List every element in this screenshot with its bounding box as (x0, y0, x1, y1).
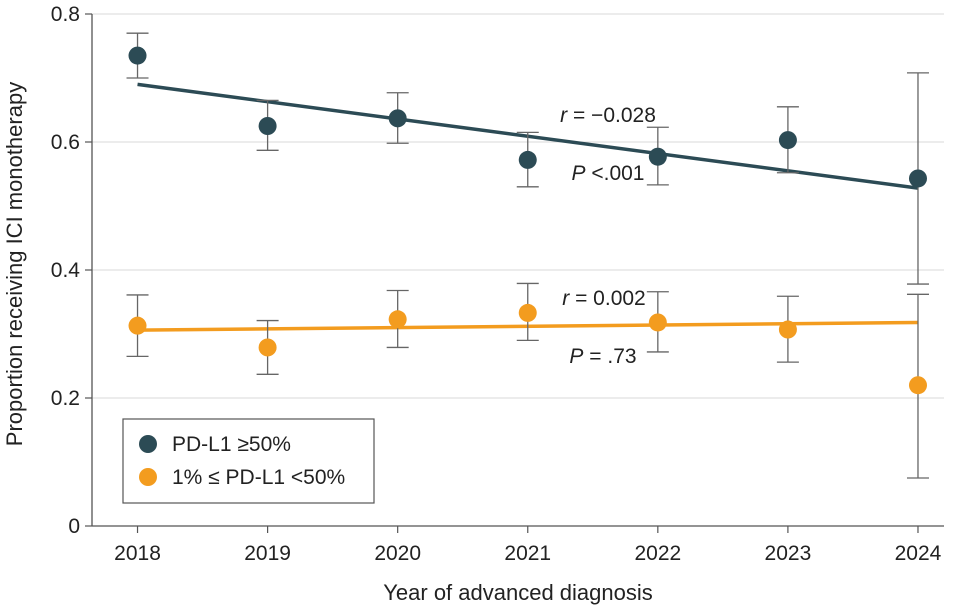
data-point-high (258, 117, 277, 135)
annotation-r-low: r = 0.002 (562, 287, 645, 310)
legend-label-low: 1% ≤ PD-L1 <50% (172, 466, 345, 489)
data-point-low (648, 313, 667, 332)
grid-layer (92, 13, 944, 399)
annotation-r-high: r = −0.028 (560, 104, 656, 127)
data-point-high (128, 46, 147, 65)
y-axis-title: Proportion receiving ICI monotherapy (2, 82, 27, 446)
y-tick-label: 0.2 (51, 387, 80, 410)
x-tick-label: 2023 (765, 542, 812, 565)
y-tick-label: 0.6 (51, 131, 80, 154)
point-layer (128, 46, 927, 395)
axis-layer: 0 0.2 0.4 0.6 0.8 2018 2019 2020 2021 2022 2023 202… (2, 3, 944, 605)
y-tick-label: 0.8 (51, 3, 80, 26)
legend-marker-low (139, 468, 157, 486)
data-point-high (778, 131, 797, 150)
legend: PD-L1 ≥50% 1% ≤ PD-L1 <50% (122, 418, 375, 504)
data-point-high (648, 147, 667, 166)
data-point-high (518, 150, 537, 169)
data-point-low (778, 320, 797, 339)
legend-box (122, 418, 375, 504)
x-tick-label: 2018 (114, 542, 161, 565)
y-tick-label: 0.4 (51, 259, 81, 282)
x-tick-label: 2021 (504, 542, 551, 565)
data-point-low (128, 316, 147, 335)
x-tick-label: 2019 (244, 542, 291, 565)
x-tick-label: 2022 (634, 542, 681, 565)
data-point-low (518, 303, 537, 322)
data-point-low (908, 376, 927, 395)
annotation-p-high: P <.001 (572, 162, 645, 185)
annotation-layer: r = −0.028 P <.001 r = 0.002 P = .73 (560, 104, 656, 368)
data-point-low (388, 310, 407, 329)
annotation-p-low: P = .73 (569, 345, 636, 368)
x-tick-label: 2020 (374, 542, 421, 565)
legend-marker-high (139, 435, 157, 453)
data-point-low (258, 338, 277, 357)
y-tick-label: 0 (68, 515, 80, 538)
data-point-high (388, 109, 407, 128)
x-axis-title: Year of advanced diagnosis (383, 580, 653, 605)
legend-label-high: PD-L1 ≥50% (172, 433, 291, 456)
x-tick-label: 2024 (895, 542, 942, 565)
data-point-high (908, 169, 927, 188)
